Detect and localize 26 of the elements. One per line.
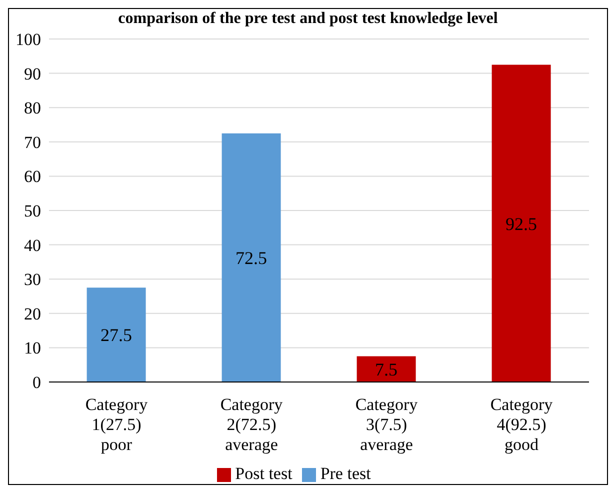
bar (86, 288, 146, 382)
y-tick-label: 70 (24, 132, 41, 152)
x-tick-label: Category 4(92.5) good (490, 395, 554, 454)
x-tick-label: Category 2(72.5) average (220, 395, 284, 454)
bar (492, 64, 551, 382)
y-tick-label: 30 (24, 270, 41, 290)
y-tick-label: 0 (32, 373, 41, 392)
y-tick-label: 20 (24, 304, 41, 324)
bar (222, 133, 281, 382)
y-tick-label: 100 (16, 30, 41, 50)
data-label: 92.5 (506, 214, 538, 234)
bar (356, 356, 416, 382)
legend-label: Pre test (320, 464, 371, 483)
data-label: 72.5 (236, 248, 268, 268)
legend-label: Post test (235, 464, 292, 483)
chart-title: comparison of the pre test and post test knowledge level (117, 9, 499, 29)
x-tick-label: Category 3(7.5) average (355, 395, 418, 454)
y-tick-label: 50 (24, 202, 41, 221)
y-tick-label: 40 (24, 236, 41, 255)
y-tick-label: 90 (24, 64, 41, 84)
y-tick-label: 10 (24, 338, 41, 358)
data-label: 27.5 (100, 325, 132, 346)
y-tick-label: 80 (24, 98, 41, 118)
x-tick-label: Category 1(27.5) poor (85, 395, 148, 454)
y-tick-label: 60 (24, 167, 41, 186)
data-label: 7.5 (375, 360, 398, 380)
